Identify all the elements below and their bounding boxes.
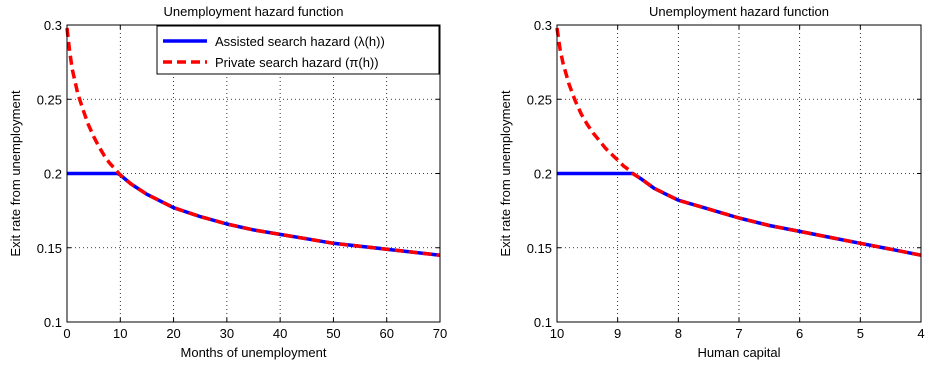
x-tick-label: 10 [113,326,127,341]
legend-label: Private search hazard (π(h)) [215,55,379,70]
assisted-search-hazard-line [67,171,441,257]
legend: Assisted search hazard (λ(h)) Private sea… [156,25,440,75]
chart-title: Unemployment hazard function [649,4,829,19]
x-tick-label: 50 [326,326,340,341]
chart-title: Unemployment hazard function [164,4,344,19]
x-tick-label: 20 [166,326,180,341]
y-axis-label: Exit rate from unemployment [498,90,513,257]
x-tick-label: 40 [273,326,287,341]
y-tick-label: 0.1 [534,315,552,330]
tick-layer: 10 9 8 7 6 5 4 0.1 0.15 0.2 0.25 0.3 [527,18,925,341]
y-axis-label: Exit rate from unemployment [8,90,23,257]
private-search-hazard-line [65,27,441,257]
x-tick-label: 5 [857,326,864,341]
y-tick-label: 0.2 [534,167,552,182]
x-axis-label: Human capital [697,345,780,360]
x-tick-label: 7 [735,326,742,341]
series-layer [65,27,441,257]
y-tick-label: 0.2 [44,167,62,182]
y-tick-label: 0.15 [527,241,552,256]
x-tick-label: 6 [796,326,803,341]
y-tick-label: 0.25 [527,92,552,107]
y-tick-label: 0.1 [44,315,62,330]
x-tick-label: 30 [220,326,234,341]
right-chart-panel: Unemployment hazard function Human capit… [498,4,925,360]
private-search-hazard-line [555,27,922,257]
x-tick-label: 10 [550,326,564,341]
legend-label: Assisted search hazard (λ(h)) [215,34,385,49]
tick-layer: 0 10 20 30 40 50 60 70 0.1 0.15 0.2 0.25 0.3 [37,18,448,341]
x-axis-label: Months of unemployment [181,345,327,360]
left-chart-panel: Unemployment hazard function Months of u… [8,4,447,360]
y-tick-label: 0.15 [37,241,62,256]
x-tick-label: 9 [614,326,621,341]
series-layer [555,27,922,257]
legend-box [156,25,440,75]
x-tick-label: 4 [917,326,924,341]
x-tick-label: 70 [433,326,447,341]
x-tick-label: 8 [675,326,682,341]
plot-frame [556,24,922,323]
y-tick-label: 0.25 [37,92,62,107]
y-tick-label: 0.3 [534,18,552,33]
y-tick-label: 0.3 [44,18,62,33]
plot-frame [66,24,441,323]
x-tick-label: 0 [63,326,70,341]
x-tick-label: 60 [379,326,393,341]
